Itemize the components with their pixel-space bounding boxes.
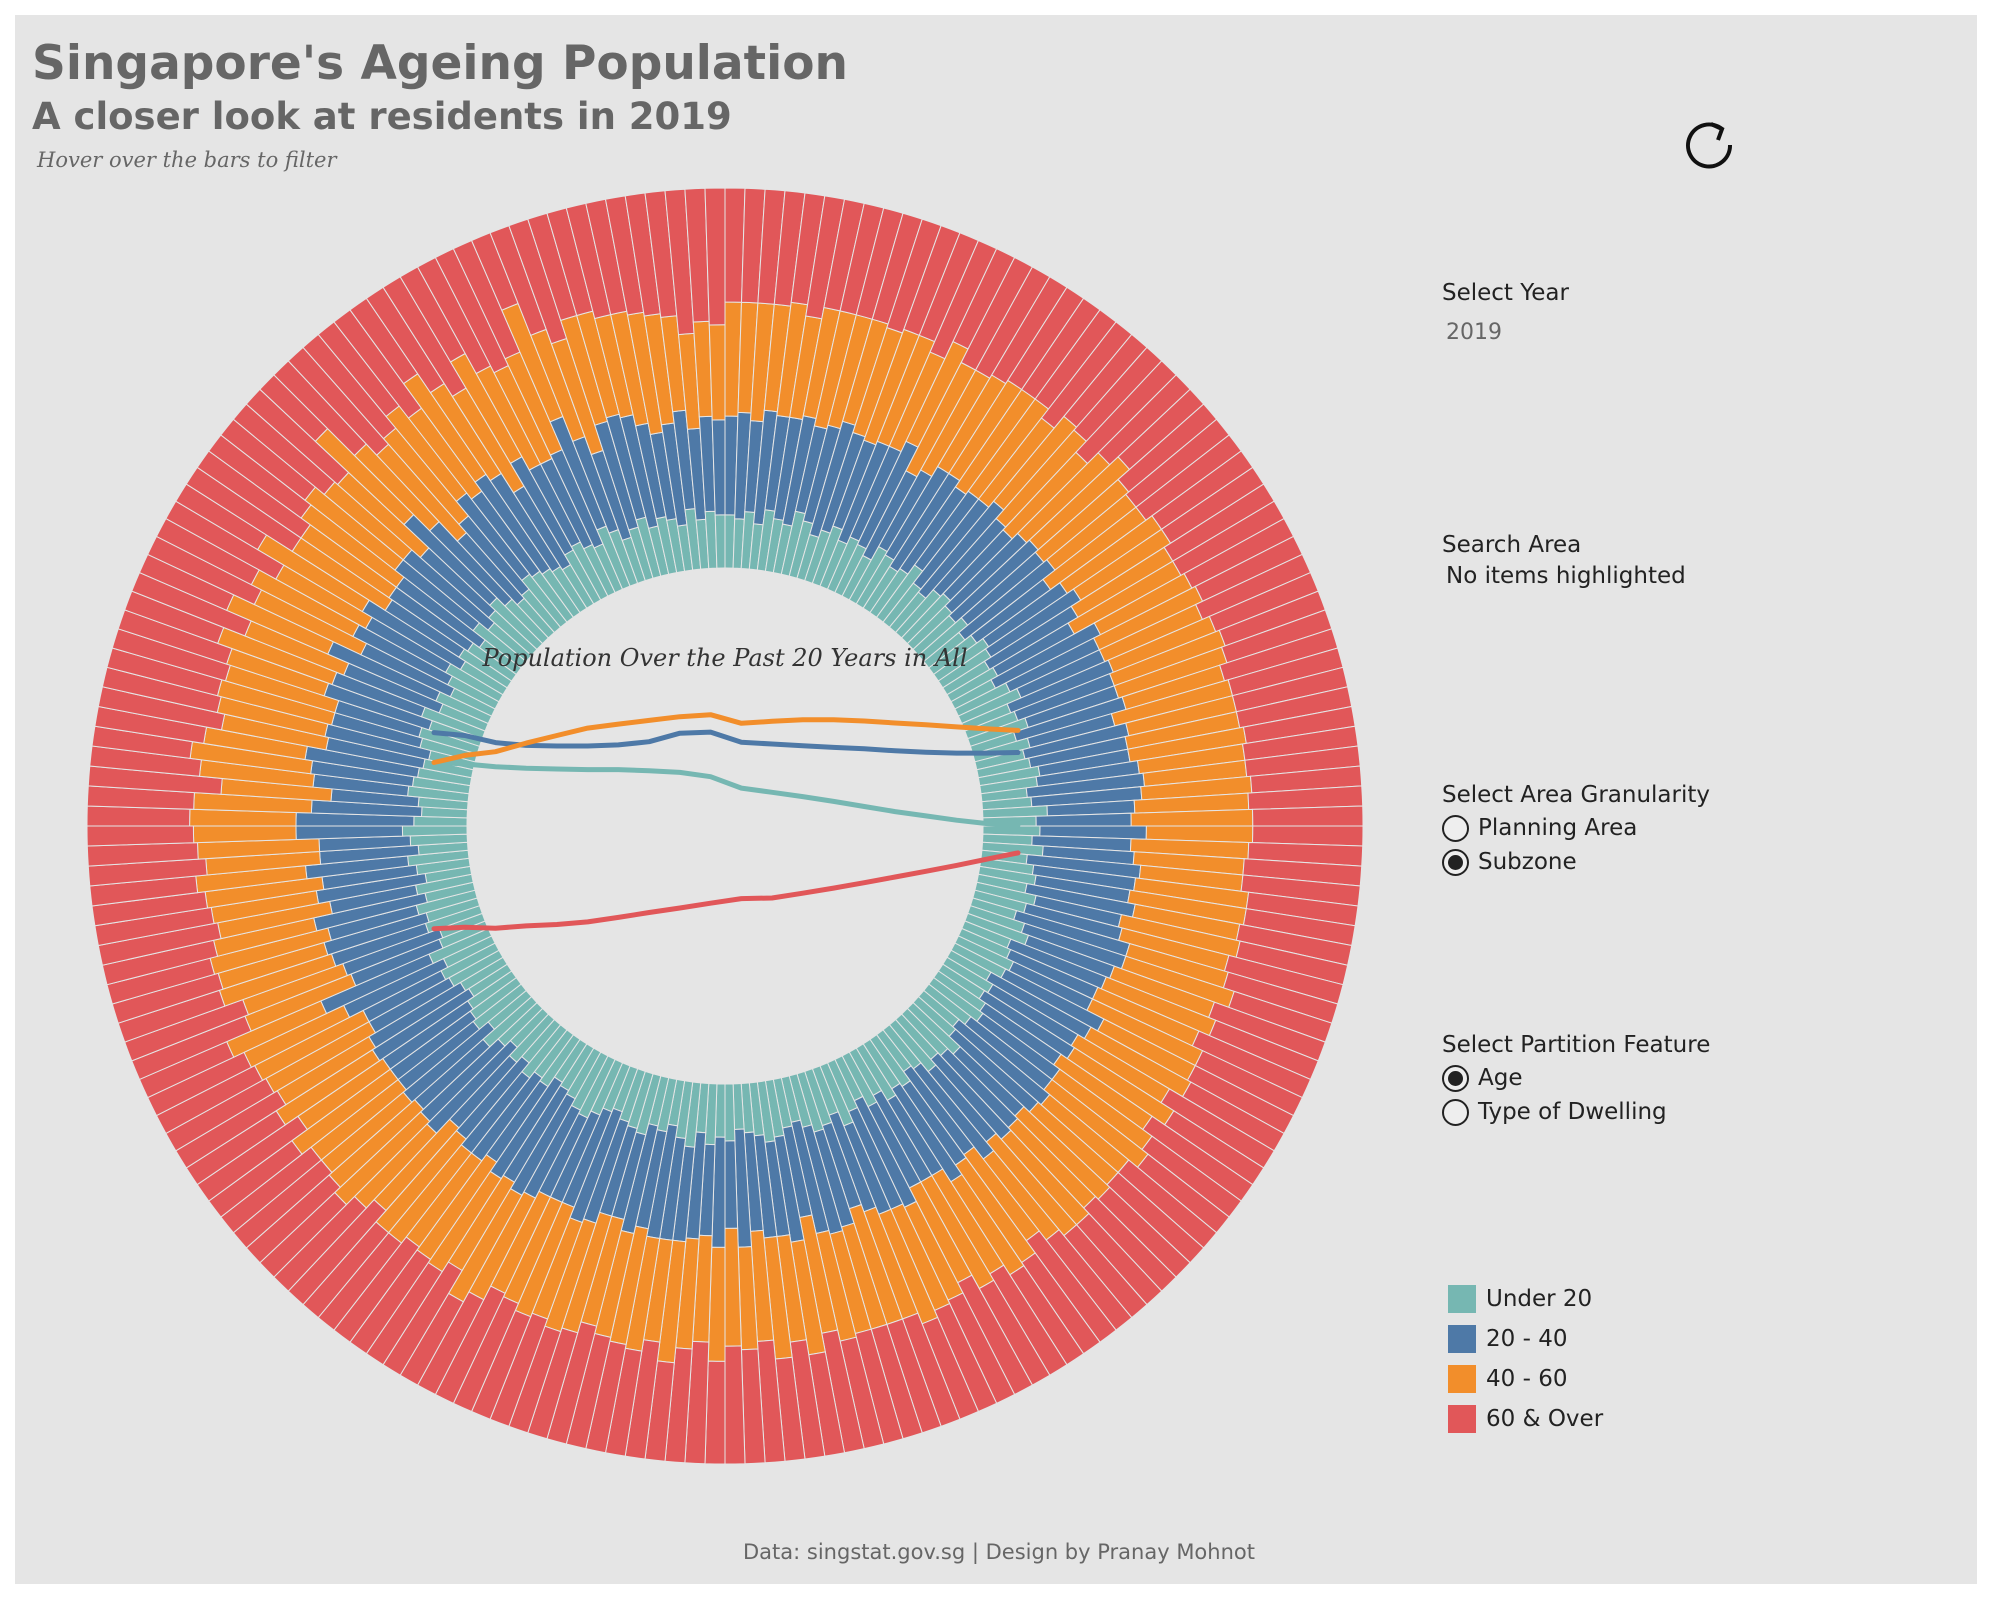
reset-button[interactable] <box>1680 115 1740 175</box>
legend-item-under-20: Under 20 <box>1448 1285 1592 1313</box>
radial-bar-segment[interactable] <box>724 1345 746 1465</box>
legend-label: Under 20 <box>1486 1286 1593 1312</box>
radial-bar-segment[interactable] <box>401 825 468 837</box>
radio-circle[interactable] <box>1442 1098 1469 1126</box>
radial-stacked-bars[interactable] <box>86 187 1364 1465</box>
radio-selected-dot <box>1448 854 1463 870</box>
page-title: Singapore's Ageing Population <box>32 36 848 91</box>
radio-circle[interactable] <box>1442 1064 1469 1092</box>
radio-label: Subzone <box>1478 849 1577 875</box>
radio-planning-area[interactable]: Planning Area <box>1442 813 1637 843</box>
radio-selected-dot <box>1448 1070 1463 1086</box>
hover-hint: Hover over the bars to filter <box>37 148 337 172</box>
footer-credit: Data: singstat.gov.sg | Design by Pranay… <box>743 1540 1255 1564</box>
radio-circle[interactable] <box>1442 848 1469 876</box>
page-subtitle: A closer look at residents in 2019 <box>32 95 732 138</box>
radio-label: Planning Area <box>1478 815 1638 841</box>
search-label: Search Area <box>1442 532 1582 558</box>
reset-arrow-icon <box>1686 122 1733 169</box>
radial-bar-segment[interactable] <box>86 825 195 847</box>
radial-bar-segment[interactable] <box>704 187 726 326</box>
radio-age[interactable]: Age <box>1442 1063 1522 1093</box>
radial-bar-segment[interactable] <box>708 324 726 421</box>
radial-bar-segment[interactable] <box>724 1140 739 1229</box>
search-value[interactable]: No items highlighted <box>1446 563 1686 589</box>
legend-swatch <box>1448 1325 1476 1353</box>
legend-swatch <box>1448 1365 1476 1393</box>
line-series-20-40 <box>431 729 1021 756</box>
year-value[interactable]: 2019 <box>1446 320 1502 345</box>
radio-label: Type of Dwelling <box>1478 1099 1667 1125</box>
year-label: Select Year <box>1442 280 1569 306</box>
radio-subzone[interactable]: Subzone <box>1442 847 1577 877</box>
legend-label: 40 - 60 <box>1486 1366 1568 1392</box>
line-series-60-over <box>431 850 1021 932</box>
radial-bar-segment[interactable] <box>714 514 726 569</box>
legend-swatch <box>1448 1405 1476 1433</box>
line-chart <box>431 712 1021 932</box>
granularity-label: Select Area Granularity <box>1442 782 1710 808</box>
legend-label: 60 & Over <box>1486 1406 1604 1432</box>
legend-swatch <box>1448 1285 1476 1313</box>
legend-item-20-40: 20 - 40 <box>1448 1325 1567 1353</box>
line-series-40-60 <box>431 712 1021 765</box>
radial-bar-segment[interactable] <box>1251 805 1364 827</box>
line-chart-title: Population Over the Past 20 Years in All <box>481 644 967 672</box>
legend-item-60-over: 60 & Over <box>1448 1405 1603 1433</box>
radial-bar-segment[interactable] <box>724 1083 736 1142</box>
line-series-under-20 <box>431 760 1021 828</box>
legend-item-40-60: 40 - 60 <box>1448 1365 1567 1393</box>
radio-circle[interactable] <box>1442 814 1469 842</box>
radio-type-of-dwelling[interactable]: Type of Dwelling <box>1442 1097 1667 1127</box>
legend-label: 20 - 40 <box>1486 1326 1568 1352</box>
radio-label: Age <box>1478 1065 1523 1091</box>
radial-bar-segment[interactable] <box>192 825 297 844</box>
partition-label: Select Partition Feature <box>1442 1032 1711 1058</box>
